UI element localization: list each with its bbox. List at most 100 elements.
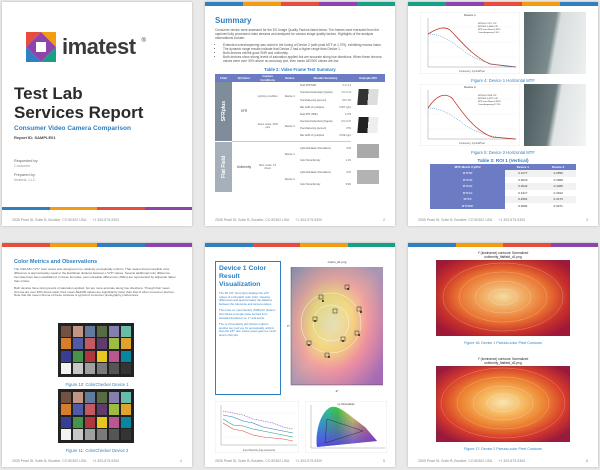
color-patch — [108, 338, 120, 350]
page-number: 2 — [383, 218, 385, 222]
imatest-logo-icon — [26, 32, 56, 62]
fig10-caption: Figure 10: ColorChecker Device 1 — [65, 382, 129, 387]
mtf-row-2: Device 2 Frequency, Cycles/Pixel MTF50 0… — [420, 84, 586, 146]
cover-title-line2: Services Report — [14, 103, 144, 122]
chart-xlabel: Frequency, Cycles/Pixel — [459, 70, 485, 73]
metric-row: Max width of cycle/pixel 0.307 cy/px — [299, 106, 351, 109]
th-chart: Chart — [219, 75, 228, 80]
color-patch — [84, 338, 96, 350]
th-device2: Device 2 — [552, 165, 565, 169]
table-row: MTF30 0.3623 0.3068 — [430, 176, 576, 183]
contour-title: Y (luminance) contours: Normalized — [477, 251, 529, 255]
roi-thumbnail — [357, 89, 379, 106]
device-label: Device 1 — [284, 94, 295, 98]
metric-row: Oversharpening (percent) 27% — [299, 128, 351, 131]
roi-thumbnail — [356, 144, 379, 159]
color-patch — [72, 416, 84, 428]
fig11-caption: Figure 11: ColorChecker Device 2 — [65, 448, 129, 453]
color-patch — [84, 363, 96, 374]
report-id: Report ID: SAMPLE01 — [14, 135, 56, 140]
color-patch — [120, 392, 131, 403]
th-results: Results Summary — [313, 75, 338, 80]
xy-title: xy chromaticity — [337, 402, 355, 406]
mtf-curve-2 — [427, 107, 517, 140]
flat-row: Light Modulation (Normalized) 0.81 — [299, 147, 351, 150]
color-patch — [96, 326, 108, 337]
mtf-table: MTF Metric Cy/Pxl Device 1 Device 2 MTF5… — [430, 164, 576, 209]
logo-registered-mark: ® — [141, 38, 146, 44]
th-device1: Device 1 — [516, 165, 529, 169]
mtf-curve — [427, 27, 517, 68]
color-patch — [96, 404, 108, 416]
mtf-curve-2 — [427, 33, 517, 68]
cover-title: Test Lab Services Report — [14, 84, 143, 122]
th-metric: MTF Metric Cy/Pxl — [454, 165, 481, 169]
cover-color-bar — [2, 207, 192, 210]
chart-xlabel: Frequency, Cycles/Pixel — [459, 142, 485, 145]
color-patch — [61, 363, 72, 374]
summary-table-header: Chart IQ Factor Capture Conditions Devic… — [215, 73, 385, 82]
colorchecker-image-1 — [58, 323, 134, 377]
color-patch — [61, 350, 72, 362]
color-patch — [108, 404, 120, 416]
colorchecker-image-2 — [58, 389, 134, 443]
fig17-caption: Figure 17: Device 2 Pseudo-color Pixel C… — [464, 447, 542, 451]
prepared-by-label: Prepared by: — [14, 173, 36, 177]
mtf-curve — [427, 94, 517, 140]
group-sfrplus-label: SFRplus — [220, 101, 227, 122]
footer: 2535 Pearl St, Suite B, Boulder, CO 8030… — [215, 218, 385, 222]
vis-color-bar — [205, 243, 395, 247]
group-flatfield: Flat Field — [215, 141, 232, 192]
example-rois — [351, 82, 385, 192]
color-patch — [96, 416, 108, 428]
mtf-color-bar — [408, 2, 598, 6]
color-patch — [72, 363, 84, 374]
color-heading: Color Metrics and Observations — [14, 259, 98, 265]
uniformity-color-bar — [408, 243, 598, 247]
cond-2: Same scale, SFR plus — [255, 111, 280, 143]
color-patch — [84, 326, 96, 337]
th-capture: Capture Conditions — [260, 73, 275, 82]
snr-chart: Input Density (log exposure) — [215, 401, 299, 453]
flat-row: Color Nonuniformity 0.9% — [299, 183, 351, 186]
metric-row: Max width of cycle/pixel 0.319 cy/px — [299, 135, 351, 138]
color-patch — [120, 363, 131, 374]
factor-sfr: SFR — [232, 82, 256, 143]
flat-row: Color Nonuniformity 1.1% — [299, 159, 351, 162]
color-patch — [108, 326, 120, 337]
mtf-table-header: MTF Metric Cy/Pxl Device 1 Device 2 — [430, 164, 576, 170]
table-row: MTF50P 0.3684 0.3271 — [430, 202, 576, 209]
color-patch — [120, 416, 131, 428]
color-patch — [84, 392, 96, 403]
summary-bullet: Both devices exhibit good SNR and unifor… — [223, 51, 385, 55]
color-para1: The CIELAB L*a*b* color space was design… — [14, 267, 176, 283]
cover-title-line1: Test Lab — [14, 84, 83, 103]
mtf-roi-image-2 — [524, 84, 586, 146]
footer: 2535 Pearl St, Suite B, Boulder, CO 8030… — [12, 218, 182, 222]
color-patch — [120, 326, 131, 337]
vis-box-text: The noise vs. input density (SNR plot (b… — [219, 308, 276, 320]
color-patch — [61, 392, 72, 403]
summary-table: Chart IQ Factor Capture Conditions Devic… — [215, 73, 385, 82]
fig5-caption: Figure 5: Device 2 Horizontal MTF — [471, 150, 535, 155]
metric-row: Oversharpening (percent) 0% / 2% — [299, 99, 351, 102]
color-patch — [120, 404, 131, 416]
mtf-page: Device 1 Frequency, Cycles/Pixel MTF50 0… — [408, 2, 598, 226]
th-roi: Example ROI — [359, 75, 377, 80]
color-patch — [84, 429, 96, 440]
footer: 2535 Pearl St, Suite B, Boulder, CO 8030… — [215, 459, 385, 463]
table-row: MTF20 0.3942 0.3468 — [430, 183, 576, 190]
mtf-chart-1: Device 1 Frequency, Cycles/Pixel MTF50 0… — [420, 12, 520, 74]
factor-uniformity: Uniformity — [236, 164, 252, 169]
metric-row: Peak MTF (NMF) 1.379 — [299, 113, 351, 116]
color-patch — [72, 429, 84, 440]
table3-title: Table 3: ROI 1 (Vertical) — [477, 158, 529, 163]
vis-box-title: Device 1 Color Result Visualization — [219, 265, 267, 288]
requested-by-value: Customer — [14, 164, 31, 168]
color-patch — [61, 326, 72, 337]
page-number: 4 — [180, 459, 182, 463]
page-number: 5 — [383, 459, 385, 463]
color-patch — [120, 338, 131, 350]
color-patch — [108, 363, 120, 374]
summary-heading: Summary — [215, 16, 252, 25]
